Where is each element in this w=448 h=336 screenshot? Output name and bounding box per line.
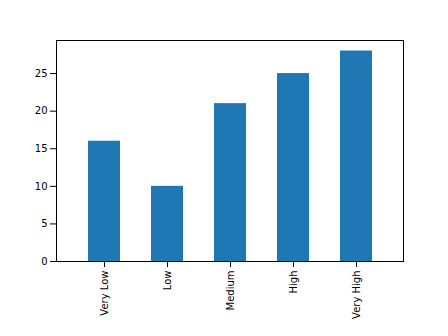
svg-text:5: 5 — [41, 218, 47, 229]
svg-text:Very High: Very High — [351, 271, 362, 319]
svg-text:25: 25 — [35, 68, 48, 79]
svg-text:Very Low: Very Low — [99, 271, 110, 316]
svg-text:0: 0 — [41, 256, 47, 267]
svg-text:Medium: Medium — [225, 271, 236, 311]
svg-text:High: High — [288, 271, 299, 294]
svg-text:Low: Low — [162, 271, 173, 291]
svg-text:20: 20 — [35, 105, 48, 116]
svg-text:15: 15 — [35, 143, 48, 154]
svg-text:10: 10 — [35, 181, 48, 192]
